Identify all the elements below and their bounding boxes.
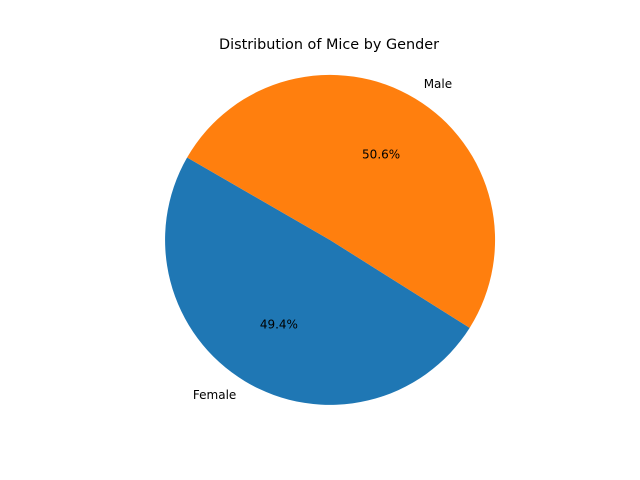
pie-slice-male [187, 74, 496, 328]
pie-slices [165, 74, 496, 405]
pct-label-male: 50.6% [362, 148, 400, 162]
pct-label-female: 49.4% [260, 317, 298, 331]
slice-label-male: Male [424, 77, 452, 91]
slice-label-female: Female [193, 388, 236, 402]
pie-slice-female [165, 157, 470, 405]
chart-title: Distribution of Mice by Gender [219, 37, 439, 53]
pie-labels: Female 49.4% Male 50.6% [193, 77, 452, 402]
